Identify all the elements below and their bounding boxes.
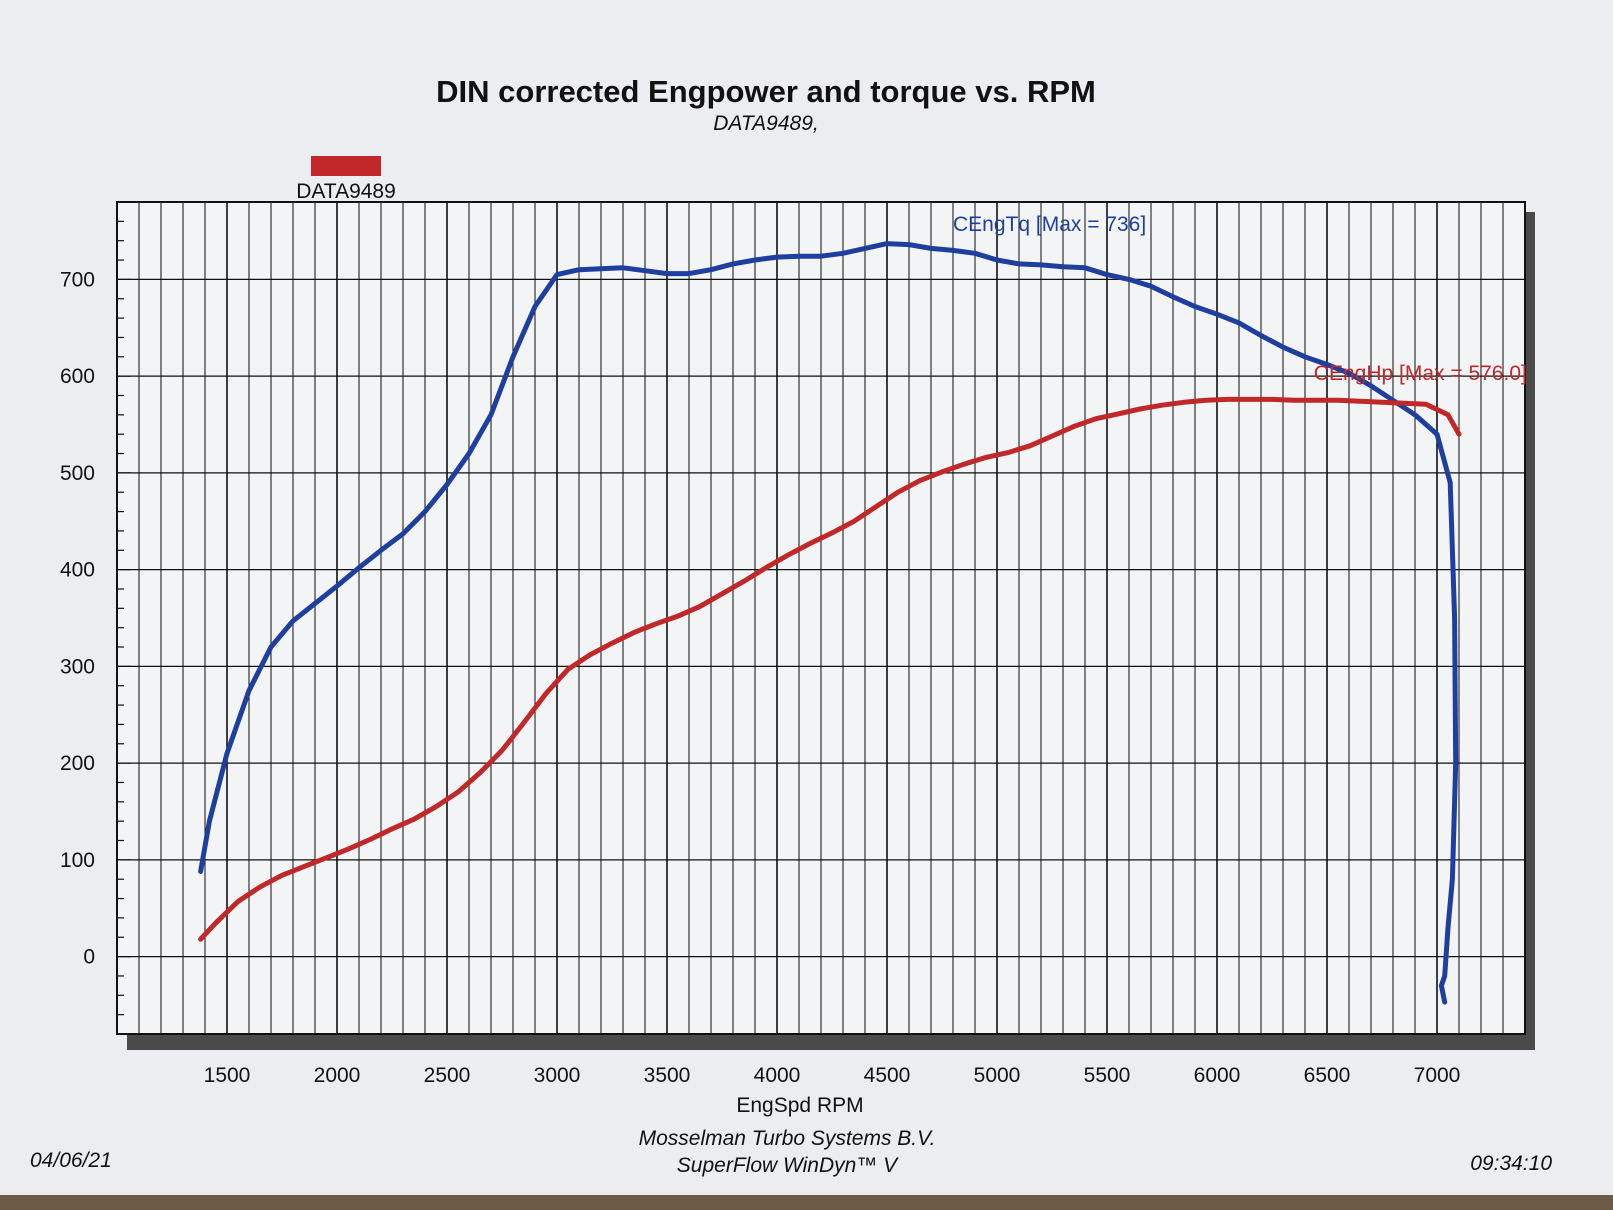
y-axis-ticks: 0 100 200 300 400 500 600 700: [60, 220, 131, 1016]
series-label: CEngHp [Max = 576.0]: [1314, 362, 1527, 385]
x-tick-label: 6500: [1304, 1064, 1351, 1087]
x-tick-label: 4000: [754, 1064, 801, 1087]
x-tick-label: 7000: [1414, 1064, 1461, 1087]
y-tick-label: 500: [60, 462, 95, 485]
y-tick-label: 0: [83, 946, 95, 969]
series-label: CEngTq [Max = 736]: [953, 213, 1146, 236]
x-tick-label: 4500: [864, 1064, 911, 1087]
x-axis-ticks: 1500 2000 2500 3000 3500 4000 4500 5000 5500 6000…: [204, 1064, 1461, 1087]
footer-date: 04/06/21: [30, 1149, 112, 1172]
y-tick-label: 600: [60, 365, 95, 388]
y-tick-label: 200: [60, 752, 95, 775]
footer-company: Mosselman Turbo Systems B.V.: [639, 1127, 936, 1150]
series-group: CEngTq [Max = 736] CEngHp [Max = 576.0]: [198, 213, 1527, 1005]
x-tick-label: 2500: [424, 1064, 471, 1087]
y-tick-label: 300: [60, 655, 95, 678]
chart-subtitle: DATA9489,: [713, 112, 818, 135]
y-tick-label: 100: [60, 849, 95, 872]
x-tick-label: 3000: [534, 1064, 581, 1087]
x-axis-label: EngSpd RPM: [736, 1094, 863, 1117]
x-tick-label: 5000: [974, 1064, 1021, 1087]
y-tick-label: 700: [60, 268, 95, 291]
footer-software: SuperFlow WinDyn™ V: [677, 1154, 899, 1177]
x-tick-label: 3500: [644, 1064, 691, 1087]
legend-swatch: [311, 156, 381, 176]
series-line: [198, 396, 1462, 942]
x-tick-label: 6000: [1194, 1064, 1241, 1087]
x-tick-label: 2000: [314, 1064, 361, 1087]
y-tick-label: 400: [60, 559, 95, 582]
chart-title: DIN corrected Engpower and torque vs. RP…: [436, 74, 1096, 109]
x-tick-label: 1500: [204, 1064, 251, 1087]
x-tick-label: 5500: [1084, 1064, 1131, 1087]
grid-major: [117, 202, 1525, 1034]
legend-label: DATA9489: [296, 180, 396, 203]
series-line: [198, 241, 1459, 1005]
footer-time: 09:34:10: [1470, 1152, 1552, 1175]
